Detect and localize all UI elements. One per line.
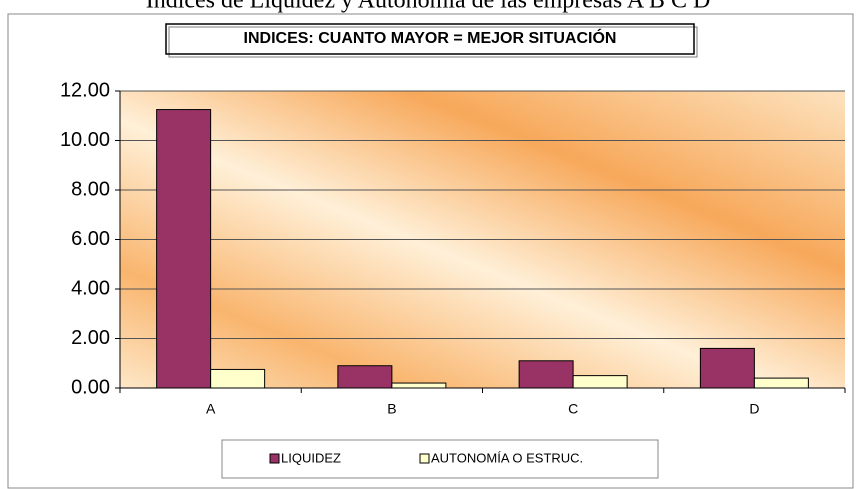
title-shadow [168,26,698,58]
legend-swatch [419,453,430,464]
y-tick-label: 0.00 [71,376,110,398]
bar [753,377,809,389]
chart-title: INDICES: CUANTO MAYOR = MEJOR SITUACIÓN [244,28,617,47]
y-tick-label: 2.00 [71,327,110,349]
y-tick-label: 12.00 [60,79,110,101]
bar [210,368,266,389]
bar [156,109,212,389]
y-tick-label: 6.00 [71,228,110,250]
x-tick-label: D [749,401,759,417]
bar [572,375,628,389]
legend-box [221,439,659,479]
x-tick-label: A [206,401,216,417]
y-tick-label: 4.00 [71,277,110,299]
bar [518,360,574,389]
bar [337,365,393,389]
caption: Indices de Liquidez y Autonomía de las e… [146,0,711,14]
bar [391,382,447,389]
x-tick-label: C [568,401,578,417]
y-tick-label: 10.00 [60,129,110,151]
x-tick-label: B [387,401,396,417]
bar [699,347,755,389]
legend-label: LIQUIDEZ [281,450,341,465]
y-tick-label: 8.00 [71,178,110,200]
legend-label: AUTONOMÍA O ESTRUC. [431,450,583,465]
title-box [165,23,695,55]
legend-swatch [269,453,280,464]
